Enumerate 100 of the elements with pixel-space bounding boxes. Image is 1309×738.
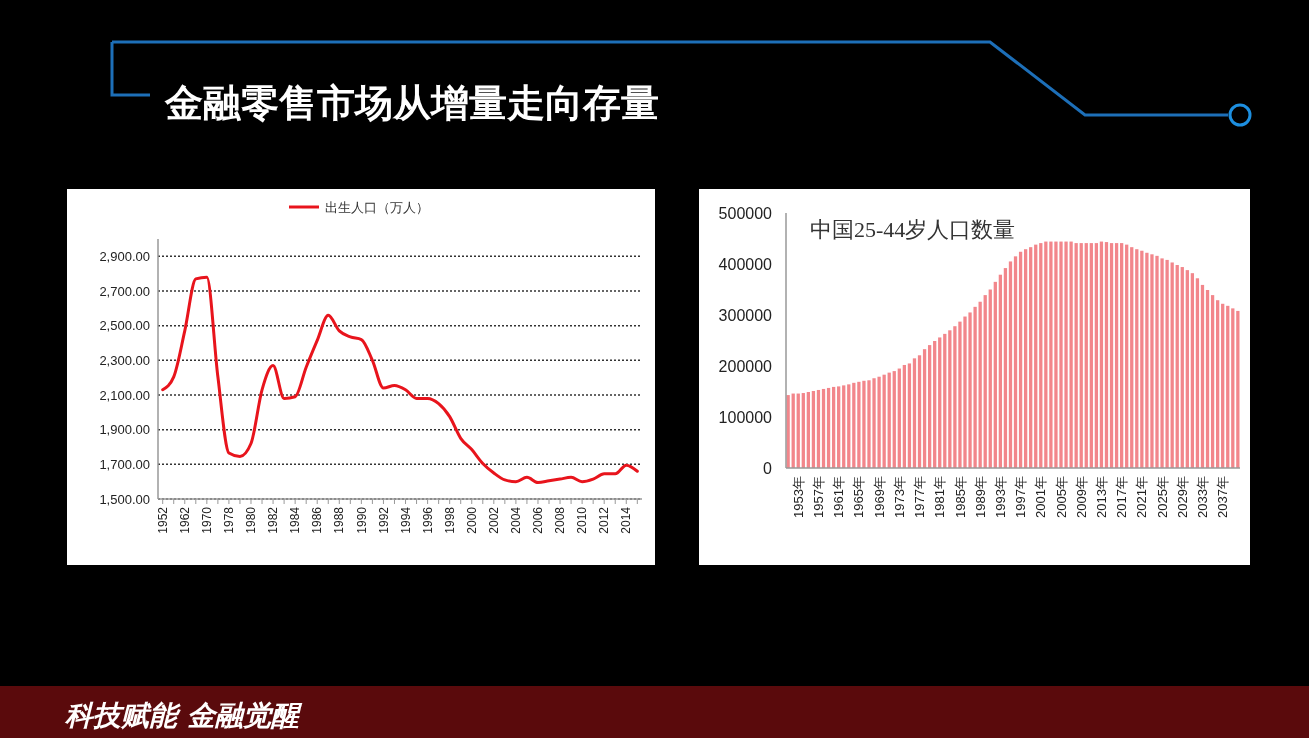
bar xyxy=(998,274,1003,468)
legend-label: 出生人口（万人） xyxy=(325,199,429,215)
text: 科技赋能 金融觉醒 xyxy=(64,699,303,732)
x-tick-label: 1989年 xyxy=(972,476,988,518)
x-tick-label: 1985年 xyxy=(952,476,968,518)
y-tick-label: 1,900.00 xyxy=(99,422,150,438)
bar xyxy=(831,386,836,468)
bar xyxy=(847,384,851,468)
x-tick-label: 1981年 xyxy=(932,476,948,518)
bar xyxy=(1079,243,1083,468)
bar xyxy=(978,301,982,468)
bar xyxy=(811,390,816,468)
y-tick-label: 2,700.00 xyxy=(99,283,150,299)
x-tick-label: 1957年 xyxy=(811,476,827,518)
bar xyxy=(882,374,886,468)
x-tick-label: 2001年 xyxy=(1033,476,1049,518)
x-tick-label: 1977年 xyxy=(912,476,928,518)
bar xyxy=(1130,247,1134,468)
bar xyxy=(1003,268,1008,468)
x-tick-label: 2013年 xyxy=(1093,476,1109,518)
x-tick-label: 1965年 xyxy=(851,476,867,518)
x-tick-label: 2029年 xyxy=(1174,476,1190,518)
bar xyxy=(887,372,891,468)
x-tick-label: 2008 xyxy=(553,506,568,534)
x-tick-label: 2005年 xyxy=(1053,476,1069,518)
bar xyxy=(917,355,922,468)
y-tick-label: 100000 xyxy=(718,408,773,426)
x-tick-label: 2006 xyxy=(531,506,546,534)
x-tick-label: 1952 xyxy=(155,506,170,534)
bar xyxy=(842,385,846,468)
bar xyxy=(1023,249,1028,468)
x-tick-label: 1988 xyxy=(332,506,347,534)
bar xyxy=(1104,242,1109,468)
x-tick-label: 2014 xyxy=(619,506,634,534)
y-tick-label: 1,500.00 xyxy=(99,491,150,507)
x-tick-label: 2010 xyxy=(575,506,590,534)
bar xyxy=(816,389,821,468)
bar xyxy=(943,333,947,468)
x-tick-label: 1953年 xyxy=(790,476,806,518)
x-tick-label: 1982 xyxy=(266,506,281,534)
bar xyxy=(933,341,937,468)
bar xyxy=(1236,310,1240,468)
x-tick-label: 1996 xyxy=(420,506,435,534)
x-tick-label: 2004 xyxy=(509,506,524,534)
line-series xyxy=(161,275,639,485)
x-tick-label: 1969年 xyxy=(871,476,887,518)
y-tick-label: 0 xyxy=(763,459,773,477)
x-tick-label: 1986 xyxy=(310,506,325,534)
bar xyxy=(938,337,942,468)
bar xyxy=(1089,243,1093,468)
x-tick-label: 2009年 xyxy=(1073,476,1089,518)
x-tick-label: 2021年 xyxy=(1134,476,1150,518)
x-tick-label: 1998 xyxy=(442,506,457,534)
bar xyxy=(948,330,952,468)
y-tick-label: 2,900.00 xyxy=(99,248,150,264)
x-tick-label: 1962 xyxy=(177,506,192,534)
x-tick-label: 1997年 xyxy=(1013,476,1029,518)
bar xyxy=(852,382,856,468)
bar xyxy=(1180,267,1184,468)
bar xyxy=(1074,243,1078,468)
x-tick-label: 2002 xyxy=(487,506,502,534)
x-tick-label: 2033年 xyxy=(1195,476,1211,518)
x-tick-label: 1961年 xyxy=(831,476,847,518)
bar xyxy=(1140,250,1144,468)
bar xyxy=(912,358,917,468)
x-tick-label: 1970 xyxy=(200,506,215,534)
bar xyxy=(1125,244,1129,468)
bar xyxy=(1185,270,1189,468)
bar xyxy=(988,289,992,468)
bar xyxy=(1044,241,1048,468)
y-tick-label: 300000 xyxy=(718,306,773,324)
bar xyxy=(1084,243,1088,468)
bar xyxy=(1226,305,1230,468)
bar xyxy=(801,393,805,468)
bar xyxy=(897,368,901,468)
x-tick-label: 1990 xyxy=(354,506,369,534)
bar xyxy=(1175,265,1179,468)
chart-title: 中国25-44岁人口数量 xyxy=(810,217,1016,242)
x-tick-label: 1994 xyxy=(398,506,413,534)
y-tick-label: 2,100.00 xyxy=(99,387,150,403)
bar xyxy=(907,363,912,468)
bar xyxy=(1109,243,1114,468)
bar xyxy=(1200,284,1205,468)
bar xyxy=(1216,300,1220,468)
bar xyxy=(1008,261,1013,468)
bar xyxy=(1099,241,1104,468)
bar xyxy=(927,345,932,468)
x-tick-label: 1980 xyxy=(244,506,259,534)
y-tick-label: 2,500.00 xyxy=(99,318,150,334)
bar xyxy=(993,281,997,468)
y-tick-label: 500000 xyxy=(718,204,773,222)
bar xyxy=(1094,243,1099,468)
bar xyxy=(892,371,896,468)
y-tick-label: 400000 xyxy=(718,255,773,273)
x-tick-label: 2012 xyxy=(597,506,612,534)
x-tick-label: 2017年 xyxy=(1114,476,1130,518)
bar xyxy=(821,388,826,468)
x-tick-label: 1978 xyxy=(222,506,237,534)
bar xyxy=(1135,249,1139,468)
bar xyxy=(922,349,927,468)
